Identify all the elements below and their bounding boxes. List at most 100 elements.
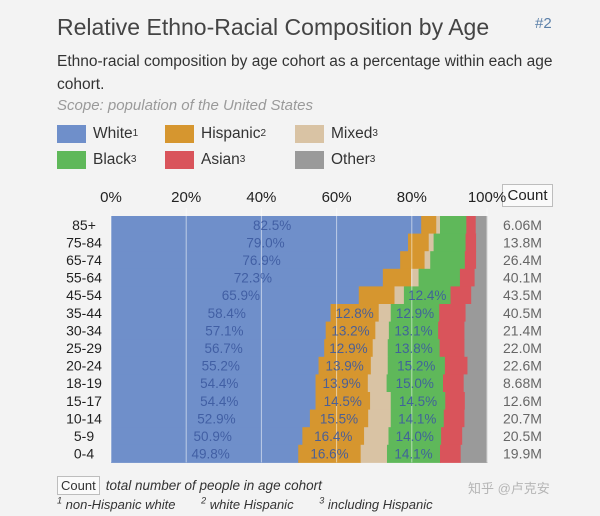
category-label: 65-74 [66,252,102,268]
data-label-hispanic: 14.5% [324,394,362,409]
category-label: 10-14 [66,410,102,426]
legend: White 1 Hispanic 2 Mixed 3 Black 3 Asian 3 Ot… [57,124,477,174]
bar-segment-black [388,427,442,446]
bar-segment-hispanic [309,409,369,428]
bar-segment-black [390,392,446,411]
bar-segment-other [474,268,488,287]
data-label-black: 15.2% [397,359,435,374]
bar-segment-other [476,251,488,270]
category-label: 0-4 [74,446,94,462]
count-label: 20.5M [503,428,542,444]
data-label-hispanic: 13.2% [331,323,369,338]
bar-segment-other [465,304,488,323]
footnote-text: including Hispanic [327,497,433,513]
bar-segment-mixed [394,286,405,305]
x-tick-label: 0% [100,189,122,206]
bar-segment-white [111,356,320,375]
bar-segment-asian [439,304,467,323]
bar-segment-other [471,286,488,305]
data-label-hispanic: 12.8% [336,306,374,321]
bar-segment-black [440,216,467,235]
bar-segment-black [433,233,467,252]
bar-segment-mixed [370,356,389,375]
legend-label: Other [331,151,370,168]
bar-segment-hispanic [408,233,430,252]
bar-segment-other [460,444,488,463]
chart-scope: Scope: population of the United States [57,97,314,114]
category-label: 15-17 [66,393,102,409]
bar-segment-black [386,444,441,463]
count-label: 12.6M [503,393,542,409]
bar-segment-asian [464,251,477,270]
bar-segment-other [464,392,488,411]
bar-segment-other [464,321,488,340]
data-label-white: 58.4% [208,306,246,321]
bar-segment-black [386,374,444,393]
bar-segment-other [475,216,488,235]
data-label-hispanic: 16.4% [314,429,352,444]
legend-label: White [93,125,133,142]
bar-segment-asian [444,356,468,375]
data-label-black: 14.0% [396,429,434,444]
bar-segment-white [111,339,325,358]
category-label: 5-9 [74,428,94,444]
count-label: 22.0M [503,340,542,356]
bar-segment-other [463,374,488,393]
data-label-white: 49.8% [191,447,229,462]
footnote-3: 3 including Hispanic [319,496,433,513]
bar-segment-hispanic [330,304,380,323]
bar-segment-mixed [360,444,388,463]
data-label-white: 50.9% [194,429,232,444]
bar-segment-hispanic [315,392,371,411]
category-label: 35-44 [66,305,102,321]
bar-segment-black [390,304,440,323]
bar-segment-hispanic [298,444,362,463]
legend-label: Black [93,151,131,168]
bar-segment-black [390,409,445,428]
chart-number-badge: #2 [535,15,552,32]
count-label: 21.4M [503,322,542,338]
bar-segment-white [111,374,317,393]
chart-subtitle: Ethno-racial composition by age cohort a… [57,53,553,93]
bar-segment-mixed [367,374,388,393]
legend-item-asian: Asian 3 [165,150,245,170]
bar-segment-mixed [424,251,431,270]
category-label: 20-24 [66,358,102,374]
bar-segment-other [467,356,488,375]
count-column-header: Count [502,184,553,207]
category-label: 30-34 [66,322,102,338]
category-label: 45-54 [66,287,102,303]
bar-segment-hispanic [325,321,376,340]
bar-segment-hispanic [302,427,365,446]
bar-segment-white [111,304,332,323]
data-label-white: 72.3% [234,271,272,286]
count-label: 40.1M [503,270,542,286]
legend-swatch [165,151,194,169]
category-label: 55-64 [66,270,102,286]
legend-label: Asian [201,151,240,168]
bar-segment-asian [440,444,462,463]
data-label-white: 57.1% [205,323,243,338]
x-tick-label: 80% [397,189,427,206]
bar-segment-other [464,409,488,428]
bar-segment-hispanic [358,286,396,305]
legend-swatch [295,125,324,143]
count-label: 20.7M [503,410,542,426]
count-label: 22.6M [503,358,542,374]
bar-segment-asian [450,286,472,305]
x-tick-label: 20% [171,189,201,206]
data-label-white: 56.7% [204,341,242,356]
category-label: 85+ [72,217,96,233]
bar-segment-asian [443,374,465,393]
count-label: 13.8M [503,234,542,250]
bar-segment-asian [443,409,465,428]
bar-segment-black [388,321,439,340]
bar-segment-asian [466,216,477,235]
footnote-mark: 1 [57,496,63,506]
bar-segment-other [476,233,488,252]
chart-title: Relative Ethno-Racial Composition by Age [57,14,490,40]
bar-segment-black [418,268,461,287]
watermark: 知乎 @卢克安 [468,481,550,496]
legend-swatch [57,151,86,169]
data-label-hispanic: 15.5% [320,411,358,426]
